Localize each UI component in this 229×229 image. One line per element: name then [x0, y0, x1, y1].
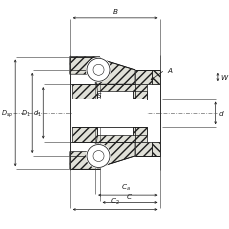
Text: $B$: $B$ [111, 7, 118, 16]
Text: $W$: $W$ [219, 73, 229, 82]
Text: $D_1$: $D_1$ [21, 108, 31, 118]
Text: $S$: $S$ [96, 90, 102, 99]
Text: $C$: $C$ [126, 191, 133, 200]
Polygon shape [72, 85, 147, 99]
Text: $C_2$: $C_2$ [110, 196, 120, 206]
Polygon shape [151, 71, 160, 85]
Polygon shape [72, 99, 147, 128]
Text: $d$: $d$ [217, 109, 224, 118]
Circle shape [86, 58, 111, 83]
Polygon shape [134, 142, 160, 156]
Polygon shape [69, 57, 134, 85]
Circle shape [87, 59, 109, 82]
Polygon shape [151, 142, 160, 156]
Text: $A$: $A$ [166, 66, 173, 75]
Polygon shape [72, 128, 147, 142]
Text: $d_1$: $d_1$ [33, 108, 42, 118]
Circle shape [87, 145, 109, 168]
Polygon shape [134, 71, 160, 85]
Text: $D_{sp}$: $D_{sp}$ [1, 108, 13, 119]
Polygon shape [69, 142, 134, 169]
Text: $C_a$: $C_a$ [120, 183, 130, 193]
Circle shape [86, 144, 111, 169]
